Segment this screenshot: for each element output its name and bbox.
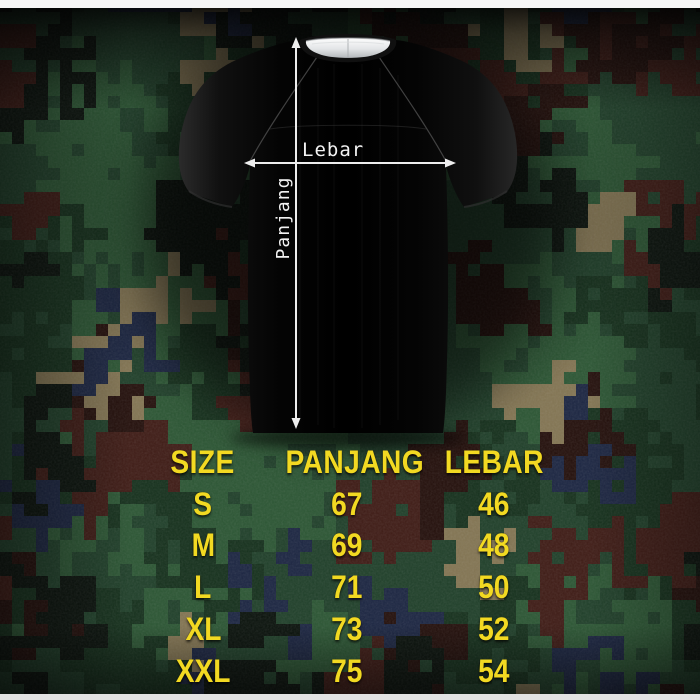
panjang-value: 71	[331, 569, 363, 606]
cell-panjang: 67	[276, 488, 418, 520]
panjang-value: 67	[331, 485, 363, 522]
lebar-value: 52	[478, 611, 510, 648]
lebar-value: 50	[478, 569, 510, 606]
header-lebar-label: LEBAR	[444, 443, 544, 480]
size-table-header-row: SIZE PANJANG LEBAR	[130, 441, 570, 483]
cell-lebar: 48	[418, 529, 570, 561]
cell-lebar: 50	[418, 571, 570, 603]
cell-size: L	[130, 571, 276, 603]
cell-panjang: 75	[276, 655, 418, 687]
size-row-xxl: XXL 75 54	[130, 650, 570, 692]
header-panjang: PANJANG	[276, 446, 423, 478]
top-letterbox-strip	[0, 0, 700, 8]
size-value: S	[193, 485, 213, 522]
size-value: M	[191, 527, 215, 564]
lebar-value: 46	[478, 485, 510, 522]
header-size: SIZE	[130, 446, 276, 478]
header-size-label: SIZE	[170, 443, 236, 480]
cell-size: XL	[130, 613, 276, 645]
cell-panjang: 71	[276, 571, 418, 603]
lebar-value: 48	[478, 527, 510, 564]
lebar-value: 54	[478, 652, 510, 689]
header-panjang-label: PANJANG	[285, 443, 425, 480]
size-row-m: M 69 48	[130, 525, 570, 567]
size-table: SIZE PANJANG LEBAR S 67 46 M 69 48 L 71 …	[130, 441, 570, 692]
size-value: XL	[185, 611, 221, 648]
panjang-value: 73	[331, 611, 363, 648]
cell-panjang: 69	[276, 529, 418, 561]
cell-lebar: 46	[418, 488, 570, 520]
size-row-s: S 67 46	[130, 483, 570, 525]
cell-size: XXL	[130, 655, 276, 687]
bottom-letterbox-strip	[0, 694, 700, 700]
cell-size: M	[130, 529, 276, 561]
cell-lebar: 54	[418, 655, 570, 687]
size-row-xl: XL 73 52	[130, 608, 570, 650]
size-row-l: L 71 50	[130, 566, 570, 608]
panjang-value: 75	[331, 652, 363, 689]
cell-lebar: 52	[418, 613, 570, 645]
cell-size: S	[130, 488, 276, 520]
panjang-value: 69	[331, 527, 363, 564]
size-value: XXL	[175, 652, 231, 689]
cell-panjang: 73	[276, 613, 418, 645]
size-value: L	[194, 569, 212, 606]
length-measure-label: Panjang	[273, 177, 294, 260]
width-measure-label: Lebar	[302, 139, 364, 161]
header-lebar: LEBAR	[418, 446, 570, 478]
